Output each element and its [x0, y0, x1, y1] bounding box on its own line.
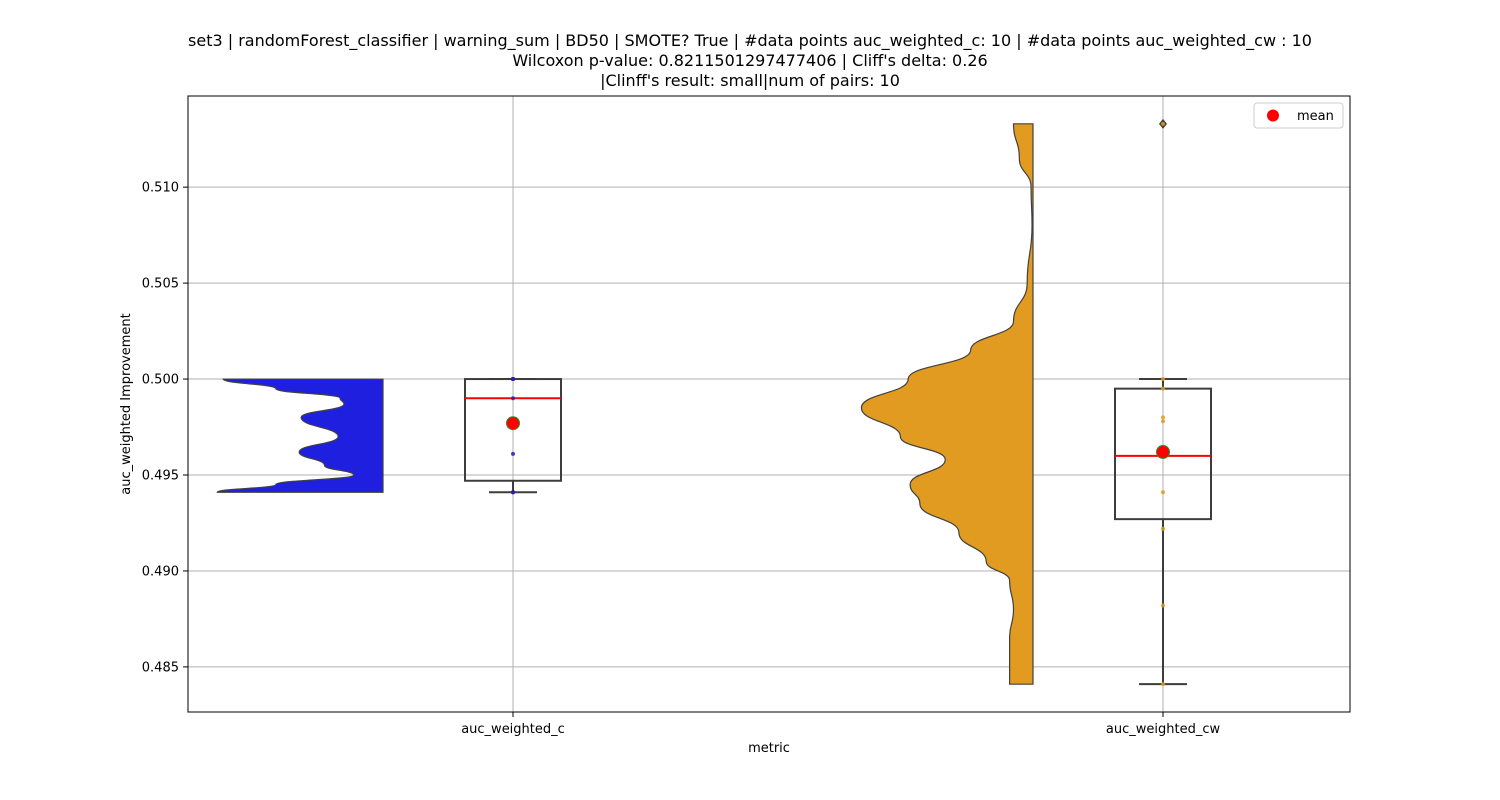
- chart-title: set3 | randomForest_classifier | warning…: [188, 31, 1312, 90]
- chart-title-line: |Clinff's result: small|num of pairs: 10: [600, 71, 900, 90]
- data-point: [1161, 419, 1165, 424]
- data-point: [1161, 415, 1165, 420]
- legend-mean-marker: [1267, 109, 1279, 122]
- y-axis-ticks: 0.485 0.490 0.495 0.500 0.505 0.510: [142, 181, 188, 675]
- data-point: [1161, 526, 1165, 531]
- violin-auc_weighted_cw: [860, 123, 1034, 685]
- violin-auc_weighted_c: [216, 378, 384, 493]
- data-point: [1161, 682, 1165, 687]
- x-tick-label: auc_weighted_c: [461, 722, 565, 737]
- violins: [216, 123, 1034, 685]
- mean-markers: [506, 416, 1170, 459]
- data-point: [1161, 386, 1165, 391]
- data-point: [511, 396, 515, 401]
- data-point: [511, 490, 515, 495]
- y-tick-label: 0.500: [142, 373, 179, 388]
- y-tick-label: 0.505: [142, 277, 179, 292]
- x-tick-label: auc_weighted_cw: [1106, 722, 1221, 737]
- data-point: [511, 451, 515, 456]
- legend: mean: [1253, 102, 1344, 129]
- y-axis-label: auc_weighted Improvement: [119, 313, 134, 495]
- chart-title-line: set3 | randomForest_classifier | warning…: [188, 31, 1312, 51]
- legend-label: mean: [1297, 109, 1334, 124]
- y-tick-label: 0.510: [142, 181, 179, 196]
- plot-frame: [187, 95, 1351, 713]
- x-axis-label: metric: [748, 741, 790, 756]
- data-point: [1161, 490, 1165, 495]
- y-tick-label: 0.485: [142, 660, 179, 675]
- data-point: [1161, 377, 1165, 382]
- legend-box: [1253, 102, 1344, 129]
- mean-marker: [506, 416, 520, 431]
- data-point: [1161, 121, 1165, 126]
- boxplots: [464, 118, 1212, 686]
- data-points: [511, 121, 1165, 687]
- data-point: [1161, 603, 1165, 608]
- mean-marker: [1156, 444, 1170, 459]
- y-tick-label: 0.490: [142, 564, 179, 579]
- y-tick-label: 0.495: [142, 469, 179, 484]
- chart-title-line: Wilcoxon p-value: 0.8211501297477406 | C…: [512, 51, 987, 70]
- data-point: [511, 377, 515, 382]
- x-axis-ticks: auc_weighted_c auc_weighted_cw: [461, 712, 1220, 737]
